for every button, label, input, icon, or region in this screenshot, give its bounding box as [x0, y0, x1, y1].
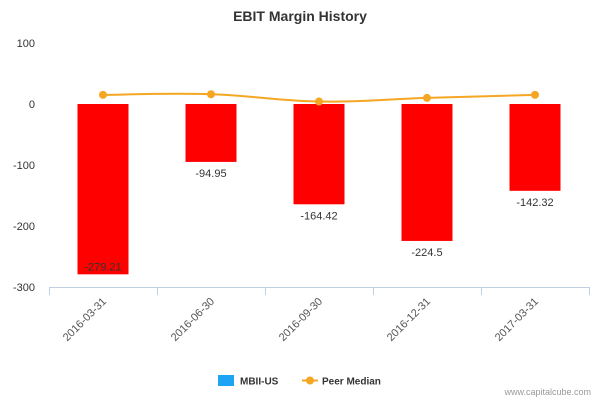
x-tick-label: 2016-03-31 [61, 296, 109, 344]
x-tick-label: 2016-06-30 [169, 296, 217, 344]
y-tick-label: -200 [13, 221, 35, 233]
bar-data-label: -224.5 [411, 247, 442, 259]
credit-text: www.capitalcube.com [503, 387, 591, 397]
bar-data-label: -94.95 [195, 168, 226, 180]
legend-marker-peer-median[interactable] [306, 376, 314, 385]
peer-median-point[interactable] [207, 90, 215, 99]
bar[interactable] [185, 104, 237, 162]
bar[interactable] [509, 104, 561, 191]
bar[interactable] [77, 104, 129, 275]
peer-median-point[interactable] [531, 90, 539, 99]
bar[interactable] [401, 104, 453, 241]
x-axis: 2016-03-31 2016-06-30 2016-09-30 2016-12-31… [49, 287, 590, 344]
x-tick-label: 2016-12-31 [385, 296, 433, 344]
peer-median-point[interactable] [423, 93, 431, 102]
line-series-peer-median [99, 90, 539, 106]
y-tick-label: 100 [17, 38, 35, 50]
data-labels: -279.21 -94.95 -164.42 -224.5 -142.32 [84, 168, 553, 273]
legend: MBII-US Peer Median [218, 375, 381, 388]
bar[interactable] [293, 104, 345, 205]
y-tick-label: 0 [29, 99, 35, 111]
chart-title: EBIT Margin History [233, 8, 367, 24]
y-axis: 100 0 -100 -200 -300 [13, 38, 35, 294]
x-tick-label: 2017-03-31 [493, 296, 541, 344]
bar-data-label: -279.21 [84, 261, 121, 273]
bar-data-label: -142.32 [516, 197, 553, 209]
legend-label-mbii-us[interactable]: MBII-US [240, 377, 279, 388]
peer-median-point[interactable] [315, 97, 323, 106]
bar-data-label: -164.42 [300, 210, 337, 222]
x-tick-label: 2016-09-30 [277, 296, 325, 344]
y-tick-label: -300 [13, 282, 35, 294]
bar-series-mbii-us [77, 104, 561, 275]
y-tick-label: -100 [13, 160, 35, 172]
legend-swatch-mbii-us[interactable] [218, 375, 234, 386]
peer-median-point[interactable] [99, 90, 107, 99]
legend-label-peer-median[interactable]: Peer Median [322, 377, 381, 388]
